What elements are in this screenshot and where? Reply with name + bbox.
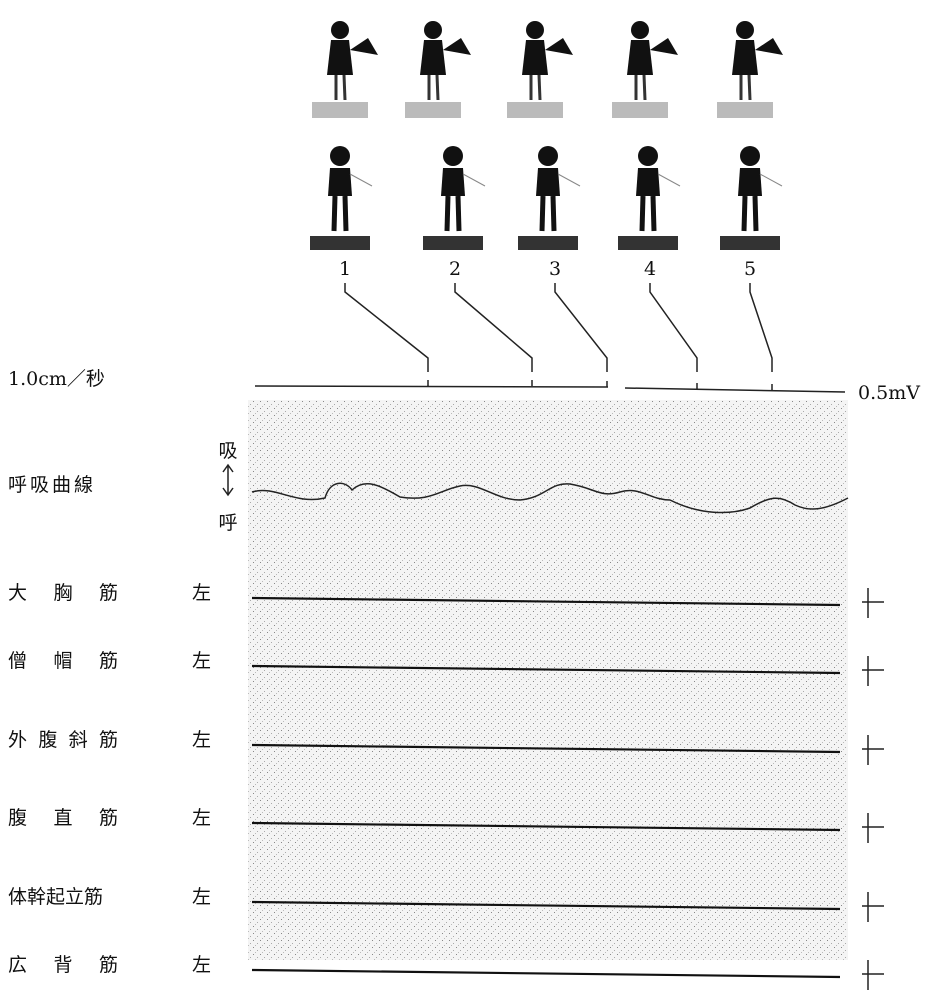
muscle-name: 体幹起立筋 xyxy=(8,886,103,908)
muscle-name: 広背筋 xyxy=(8,954,118,976)
muscle-name: 大胸筋 xyxy=(8,582,118,604)
emg-trace xyxy=(251,664,841,675)
calibration-mark xyxy=(862,656,884,686)
muscle-name: 僧帽筋 xyxy=(8,650,118,672)
exhale-label: 呼 xyxy=(218,512,237,534)
amplitude-label: 0.5mV xyxy=(858,382,920,404)
emg-trace xyxy=(251,968,841,979)
muscle-name: 外腹斜筋 xyxy=(8,729,118,751)
trigger-trace xyxy=(254,380,846,393)
muscle-side: 左 xyxy=(192,582,211,604)
muscle-side: 左 xyxy=(192,954,211,976)
frame-number: 4 xyxy=(644,258,656,280)
muscle-name: 腹直筋 xyxy=(8,807,118,829)
photo-frames xyxy=(310,19,785,250)
respiration-label: 呼吸曲線 xyxy=(8,474,96,496)
speed-label: 1.0cm／秒 xyxy=(8,368,105,390)
muscle-side: 左 xyxy=(192,650,211,672)
muscle-side: 左 xyxy=(192,886,211,908)
frame-connectors xyxy=(344,283,773,372)
muscle-side: 左 xyxy=(192,729,211,751)
emg-trace xyxy=(251,821,841,832)
frame-number: 2 xyxy=(449,258,461,280)
emg-trace xyxy=(251,596,841,607)
respiration-trace xyxy=(251,482,849,514)
frame-number: 1 xyxy=(339,258,351,280)
calibration-mark xyxy=(862,960,884,990)
paper-noise xyxy=(248,400,848,960)
muscle-side: 左 xyxy=(192,807,211,829)
emg-trace xyxy=(251,743,841,754)
emg-trace xyxy=(251,900,841,911)
breath-arrows xyxy=(222,463,234,497)
calibration-mark xyxy=(862,588,884,618)
inhale-label: 吸 xyxy=(218,440,237,462)
calibration-mark xyxy=(862,735,884,765)
frame-number: 3 xyxy=(549,258,561,280)
frame-number: 5 xyxy=(744,258,756,280)
calibration-mark xyxy=(862,813,884,843)
calibration-mark xyxy=(862,892,884,922)
